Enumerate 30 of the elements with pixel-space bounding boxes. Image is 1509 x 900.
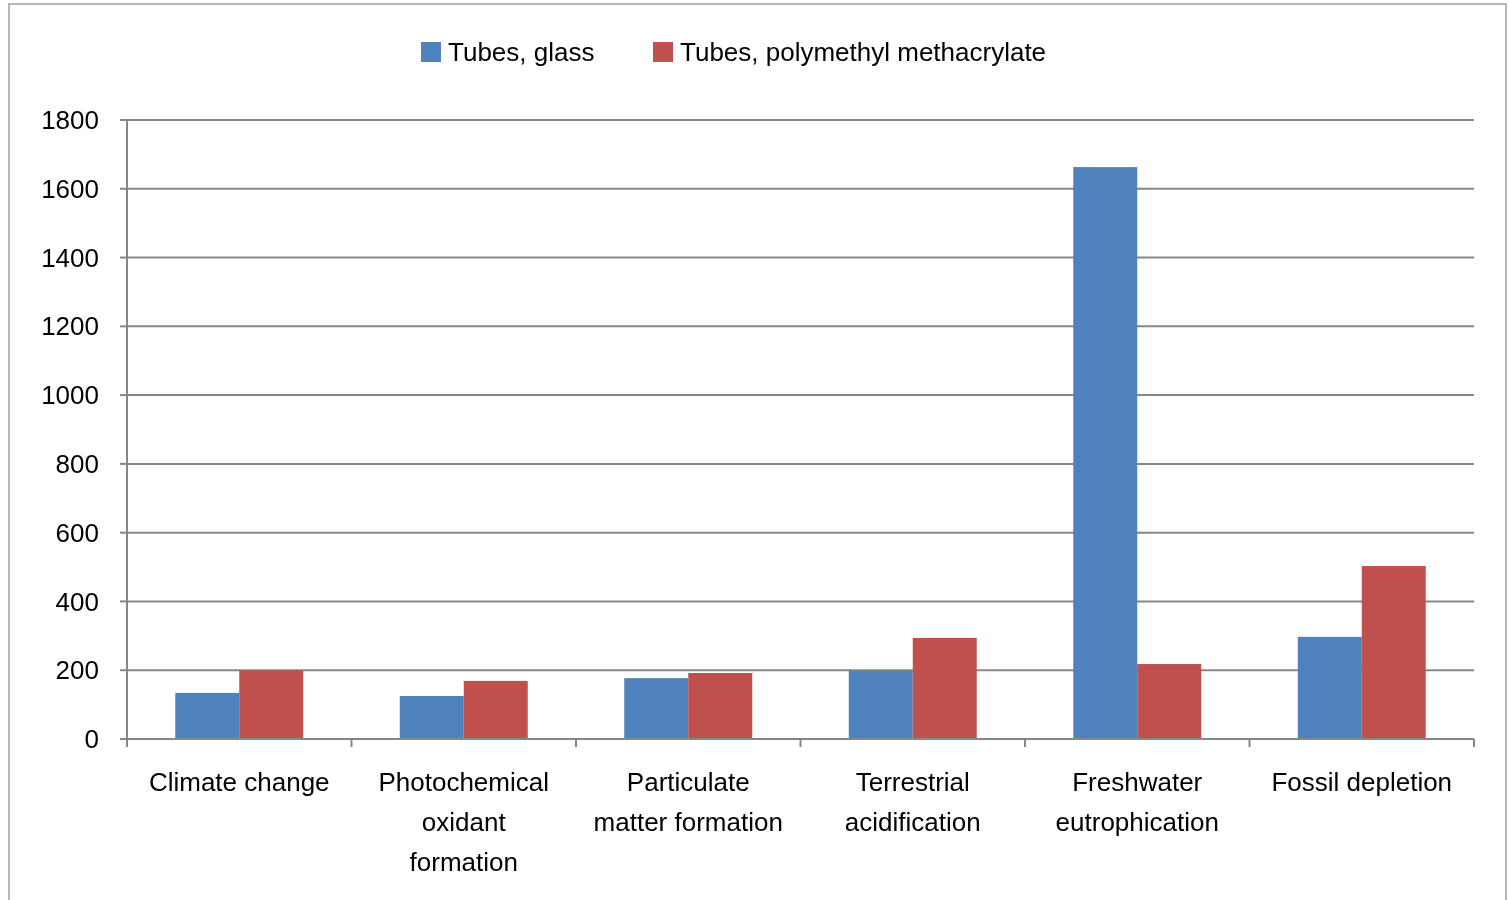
bar xyxy=(1137,664,1202,739)
y-tick-label: 600 xyxy=(55,517,99,548)
x-tick-label: Fossil depletion xyxy=(1271,767,1453,797)
y-tick-label: 800 xyxy=(55,448,99,479)
bar xyxy=(239,670,304,739)
y-tick-label: 400 xyxy=(55,586,99,617)
y-tick-label: 1400 xyxy=(41,242,99,273)
bar xyxy=(688,672,753,739)
legend-label: Tubes, polymethyl methacrylate xyxy=(680,37,1047,68)
y-tick-label: 1000 xyxy=(41,380,99,411)
bar xyxy=(175,692,240,739)
bar xyxy=(624,678,689,739)
x-tick-label: Photochemical oxidant formation xyxy=(378,767,550,877)
bar xyxy=(912,637,977,739)
y-tick-label: 1800 xyxy=(41,105,99,136)
bar xyxy=(1361,566,1426,739)
bar xyxy=(1073,167,1138,739)
x-tick-label: Terrestrial acidification xyxy=(844,767,981,837)
y-tick-label: 200 xyxy=(55,655,99,686)
bar xyxy=(463,680,528,739)
bar xyxy=(848,670,913,739)
y-tick-label: 1600 xyxy=(41,173,99,204)
y-tick-label: 1200 xyxy=(41,311,99,342)
bar xyxy=(1297,636,1362,739)
legend-label: Tubes, glass xyxy=(448,37,595,68)
bar xyxy=(399,696,464,739)
x-tick-label: Freshwater eutrophication xyxy=(1055,767,1219,837)
x-tick-label: Climate change xyxy=(148,767,330,797)
x-tick-label: Particulate matter formation xyxy=(593,767,783,837)
y-tick-label: 0 xyxy=(84,724,99,755)
